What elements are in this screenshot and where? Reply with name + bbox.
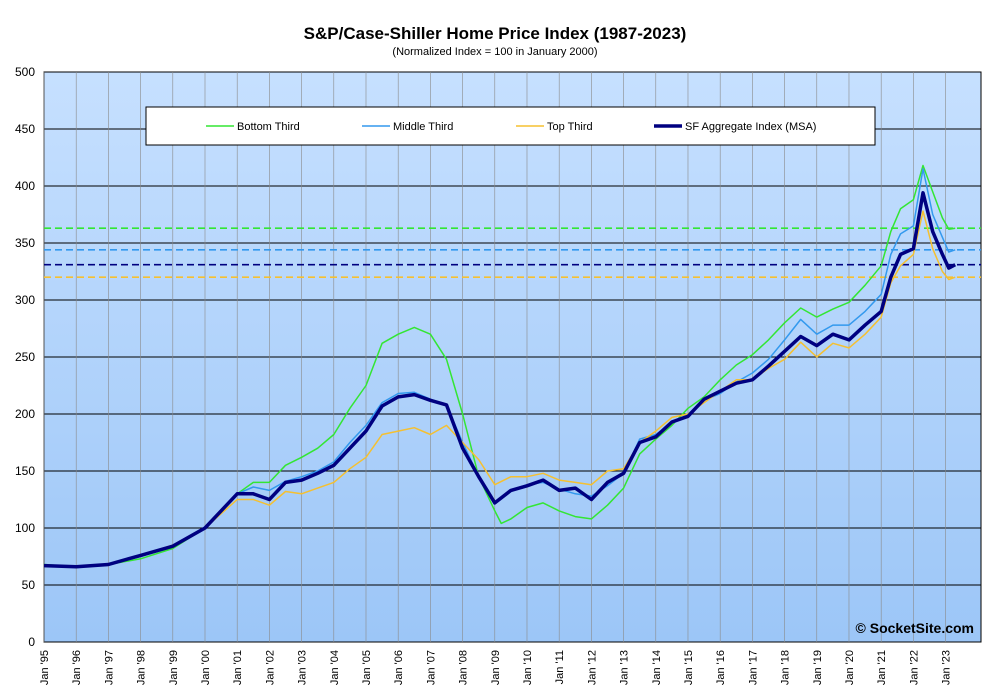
x-tick-label: Jan '17 — [747, 650, 759, 685]
x-tick-label: Jan '06 — [393, 650, 405, 685]
x-tick-label: Jan '00 — [200, 650, 212, 685]
y-tick-label: 100 — [15, 521, 35, 535]
y-tick-label: 150 — [15, 464, 35, 478]
y-tick-label: 0 — [28, 635, 35, 649]
x-tick-label: Jan '22 — [908, 650, 920, 685]
y-tick-label: 450 — [15, 122, 35, 136]
x-tick-label: Jan '18 — [780, 650, 792, 685]
x-tick-label: Jan '10 — [522, 650, 534, 685]
x-tick-label: Jan '05 — [361, 650, 373, 685]
x-tick-label: Jan '08 — [458, 650, 470, 685]
series-line — [43, 191, 957, 569]
chart-subtitle: (Normalized Index = 100 in January 2000) — [392, 46, 598, 58]
watermark: © SocketSite.com — [856, 620, 974, 636]
x-tick-label: Jan '12 — [586, 650, 598, 685]
grid-lines — [43, 72, 981, 642]
y-tick-label: 50 — [22, 578, 36, 592]
x-tick-label: Jan '03 — [297, 650, 309, 685]
y-tick-label: 350 — [15, 236, 35, 250]
x-tick-label: Jan '14 — [651, 650, 663, 685]
x-tick-label: Jan '21 — [876, 650, 888, 685]
x-tick-label: Jan '15 — [683, 650, 695, 685]
x-tick-label: Jan '95 — [39, 650, 51, 685]
x-tick-label: Jan '19 — [812, 650, 824, 685]
series-lines — [43, 164, 957, 569]
y-tick-label: 500 — [15, 65, 35, 79]
y-tick-label: 300 — [15, 293, 35, 307]
x-tick-label: Jan '02 — [264, 650, 276, 685]
x-tick-label: Jan '20 — [844, 650, 856, 685]
x-tick-label: Jan '13 — [619, 650, 631, 685]
x-tick-label: Jan '09 — [490, 650, 502, 685]
x-axis-ticks: Jan '95 Jan '96 Jan '97 Jan '98 Jan '99 Jan '… — [39, 650, 953, 685]
reference-lines — [44, 227, 981, 279]
legend-label: Middle Third — [393, 121, 453, 133]
x-tick-label: Jan '01 — [232, 650, 244, 685]
x-tick-label: Jan '96 — [71, 650, 83, 685]
x-tick-label: Jan '11 — [554, 650, 566, 684]
x-tick-label: Jan '16 — [715, 650, 727, 685]
series-line — [43, 210, 956, 568]
x-tick-label: Jan '97 — [103, 650, 115, 685]
x-tick-label: Jan '99 — [168, 650, 180, 685]
x-tick-label: Jan '98 — [136, 650, 148, 685]
legend-label: Top Third — [547, 121, 593, 133]
series-line — [43, 164, 956, 568]
x-tick-label: Jan '23 — [941, 650, 953, 685]
chart-title: S&P/Case-Shiller Home Price Index (1987-… — [303, 24, 687, 43]
legend-box — [145, 106, 876, 146]
x-tick-label: Jan '07 — [425, 650, 437, 685]
y-tick-label: 200 — [15, 407, 35, 421]
legend: Bottom Third Middle Third Top Third SF Aggr… — [145, 106, 876, 146]
legend-label: SF Aggregate Index (MSA) — [685, 121, 816, 133]
y-tick-label: 400 — [15, 179, 35, 193]
y-axis-ticks: 0 50 100 150 200 250 300 350 400 450 500 — [15, 65, 35, 649]
legend-label: Bottom Third — [237, 121, 300, 133]
y-tick-label: 250 — [15, 350, 35, 364]
x-tick-label: Jan '04 — [329, 650, 341, 685]
